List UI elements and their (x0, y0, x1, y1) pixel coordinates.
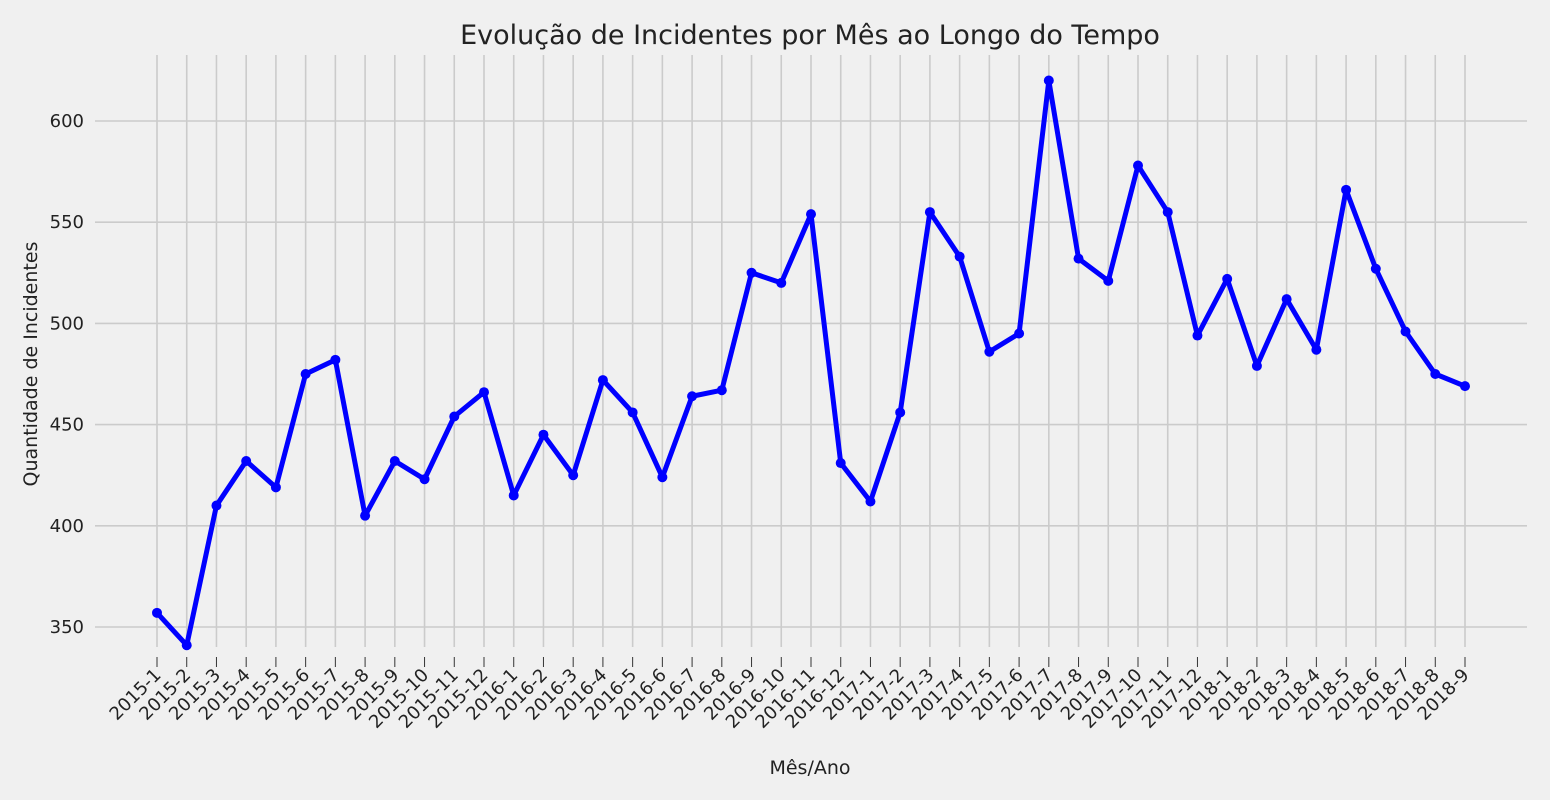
data-point (687, 391, 698, 402)
data-point (627, 407, 638, 418)
data-point (1341, 184, 1352, 195)
data-point (865, 496, 876, 507)
data-point (270, 482, 281, 493)
data-point (806, 209, 816, 220)
data-point (1162, 207, 1173, 218)
data-point (776, 277, 787, 288)
data-point (152, 607, 162, 618)
y-tick-label: 400 (50, 516, 84, 537)
data-point (389, 456, 400, 467)
series-incidents (152, 75, 1470, 651)
data-point (300, 369, 311, 379)
x-axis-label: Mês/Ano (769, 757, 850, 779)
data-point (211, 500, 222, 511)
data-point (1103, 275, 1114, 286)
data-point (984, 346, 995, 357)
y-tick-label: 600 (50, 111, 84, 132)
data-point (330, 354, 341, 365)
data-point (241, 456, 252, 467)
data-point (716, 385, 727, 396)
data-point (1073, 253, 1084, 264)
data-point (479, 387, 489, 398)
data-point (1192, 330, 1203, 341)
data-point (1400, 326, 1411, 337)
data-point (508, 490, 519, 501)
data-point (835, 458, 846, 469)
data-point (538, 429, 549, 440)
x-axis-ticks: 2015-12015-22015-32015-42015-52015-62015… (106, 657, 1474, 733)
y-axis-label: Quantidade de Incidentes (20, 242, 42, 487)
data-point (1281, 294, 1292, 305)
data-point (360, 510, 371, 521)
data-point (895, 407, 906, 418)
grid (95, 55, 1527, 647)
data-point (597, 375, 608, 386)
data-point (657, 472, 668, 483)
data-point (419, 474, 430, 485)
data-point (181, 640, 192, 651)
y-tick-label: 450 (50, 415, 84, 436)
y-tick-label: 550 (50, 212, 84, 233)
data-point (449, 411, 460, 422)
data-point (746, 267, 757, 278)
data-point (1251, 360, 1262, 371)
y-tick-label: 500 (50, 313, 84, 334)
data-point (568, 470, 579, 481)
data-point (924, 207, 935, 218)
chart-title: Evolução de Incidentes por Mês ao Longo … (460, 20, 1160, 51)
y-axis-ticks: 350 400 450 500 550 600 (50, 111, 84, 638)
data-point (1460, 381, 1470, 392)
data-point (1430, 369, 1441, 379)
data-point (1043, 75, 1054, 86)
y-tick-label: 350 (50, 617, 84, 638)
data-point (954, 251, 965, 262)
data-point (1133, 160, 1143, 171)
data-point (1014, 328, 1025, 339)
data-point (1370, 263, 1381, 274)
data-point (1311, 344, 1322, 355)
data-point (1222, 273, 1233, 284)
